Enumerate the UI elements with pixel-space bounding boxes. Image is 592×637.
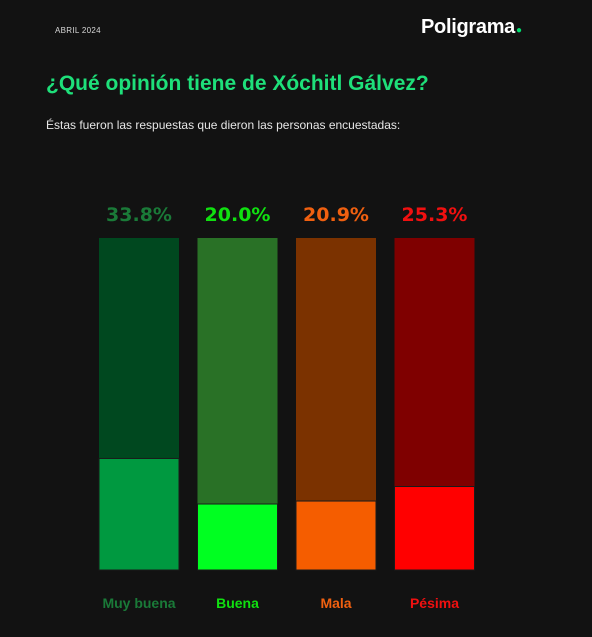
category-label: Muy buena <box>102 595 175 611</box>
report-date: ABRIL 2024 <box>55 26 101 35</box>
brand-name: Poligrama <box>421 16 515 38</box>
bar <box>295 500 377 571</box>
category-label: Mala <box>320 595 351 611</box>
value-label: 20.9% <box>303 204 369 226</box>
value-label: 20.0% <box>205 204 271 226</box>
chart-title: ¿Qué opinión tiene de Xóchitl Gálvez? <box>46 72 429 95</box>
category-label: Buena <box>216 595 259 611</box>
bar <box>98 457 180 571</box>
value-label: 25.3% <box>402 204 468 226</box>
brand-logo: Poligrama● <box>421 16 522 39</box>
bar <box>394 486 475 571</box>
value-label: 33.8% <box>106 204 172 226</box>
bar <box>197 503 278 571</box>
chart-subtitle: Éstas fueron las respuestas que dieron l… <box>46 118 401 132</box>
category-label: Pésima <box>410 595 459 611</box>
brand-dot-icon: ● <box>516 25 522 36</box>
